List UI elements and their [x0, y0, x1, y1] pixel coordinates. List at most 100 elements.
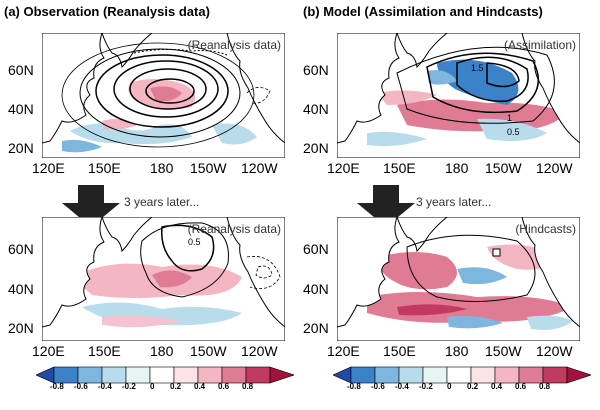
warm-anomaly — [397, 304, 467, 316]
cool-anomaly — [367, 131, 427, 147]
lat-label: 40N — [8, 281, 34, 297]
colorbar-tick-label: 0.8 — [539, 382, 551, 391]
negative-contour — [255, 265, 273, 279]
cool-anomaly — [457, 267, 507, 285]
asia-coast — [336, 216, 400, 328]
lat-label: 60N — [8, 62, 34, 78]
lon-label: 120W — [536, 343, 573, 359]
panel-a-title: (a) Observation (Reanalysis data) — [4, 4, 210, 19]
map-b-bottom-svg — [336, 216, 581, 342]
kamchatka — [396, 32, 449, 69]
colorbar-tick-label: 0.8 — [242, 382, 254, 391]
lon-label: 120E — [32, 160, 65, 176]
colorbar-left — [36, 366, 294, 384]
map-b-bottom: (Hindcasts) — [336, 216, 581, 342]
map-a-bottom: (Reanalysis data) 0.5 — [41, 216, 286, 342]
north-america-coast — [521, 216, 581, 329]
lon-label: 150W — [485, 160, 522, 176]
negative-contour — [246, 87, 271, 104]
colorbar-tick-label: -0.4 — [395, 382, 409, 391]
slp-contours — [140, 222, 229, 298]
asia-coast — [41, 32, 105, 144]
colorbar-tick-label: -0.2 — [122, 382, 136, 391]
lon-label: 180 — [150, 160, 174, 176]
colorbar-right — [333, 366, 591, 384]
map-a-bottom-svg — [41, 216, 286, 342]
warm-anomaly — [150, 86, 182, 102]
cool-anomaly — [527, 315, 573, 330]
colorbar-tick-label: 0 — [150, 382, 155, 391]
colorbar-tick-label: -0.8 — [50, 382, 64, 391]
lat-label: 40N — [303, 281, 329, 297]
colorbar-tick-label: -0.4 — [98, 382, 112, 391]
lon-label: 180 — [445, 343, 469, 359]
map-b-top: (Assimilation) 1.5 1 0.5 — [336, 32, 581, 159]
colorbar-tick-label: 0.6 — [218, 382, 230, 391]
contour-label: 1 — [507, 113, 513, 123]
asia-coast — [336, 32, 400, 144]
panel-a-bottom-tag: (Reanalysis data) — [187, 222, 281, 236]
cool-anomaly — [477, 118, 547, 141]
lon-label: 180 — [445, 160, 469, 176]
lat-label: 40N — [8, 101, 34, 117]
north-america-coast — [521, 32, 581, 145]
lat-label: 40N — [303, 101, 329, 117]
slp-contours — [406, 234, 536, 302]
lon-label: 120W — [241, 343, 278, 359]
colorbar-tick-label: 0.2 — [170, 382, 182, 391]
lat-label: 60N — [8, 241, 34, 257]
lon-label: 120E — [327, 160, 360, 176]
panel-b-title: (b) Model (Assimilation and Hindcasts) — [303, 4, 543, 19]
contour-label: 0.5 — [188, 237, 201, 247]
arrow-label: 3 years later... — [416, 195, 492, 209]
colorbar-tick-label: -0.6 — [74, 382, 88, 391]
lat-label: 20N — [303, 140, 329, 156]
lat-label: 20N — [8, 140, 34, 156]
map-b-top-svg — [336, 32, 581, 159]
warm-anomaly — [102, 315, 182, 328]
lon-label: 150E — [383, 160, 416, 176]
warm-anomaly — [377, 252, 457, 290]
kamchatka — [101, 216, 154, 253]
asia-coast — [41, 216, 105, 328]
down-arrow-icon — [357, 185, 415, 227]
contour-label: 1.5 — [471, 63, 484, 73]
colorbar-tick-label: 0.4 — [194, 382, 206, 391]
lat-label: 60N — [303, 241, 329, 257]
lon-label: 120W — [241, 160, 278, 176]
colorbar-tick-label: 0.2 — [467, 382, 479, 391]
panel-b-bottom-tag: (Hindcasts) — [515, 222, 576, 236]
lat-label: 60N — [303, 62, 329, 78]
colorbar-tick-label: 0.4 — [491, 382, 503, 391]
colorbar-tick-label: -0.6 — [371, 382, 385, 391]
lon-label: 180 — [150, 343, 174, 359]
lon-label: 120E — [32, 343, 65, 359]
lon-label: 150E — [88, 343, 121, 359]
map-a-top: (Reanalysis data) — [41, 32, 286, 159]
cool-anomaly — [427, 70, 457, 85]
contour-label: 0.5 — [507, 127, 520, 137]
lon-label: 150E — [88, 160, 121, 176]
arrow-label: 3 years later... — [124, 195, 200, 209]
lon-label: 120W — [536, 160, 573, 176]
warm-anomaly — [397, 99, 567, 132]
slp-contours — [396, 46, 555, 124]
cool-anomaly — [212, 123, 257, 145]
warm-anomaly — [377, 90, 437, 105]
panel-b-top-tag: (Assimilation) — [503, 38, 576, 52]
cool-anomaly — [62, 139, 102, 153]
lon-label: 150W — [190, 343, 227, 359]
lat-label: 20N — [303, 320, 329, 336]
slp-contours — [61, 42, 255, 148]
lon-label: 150E — [383, 343, 416, 359]
box-marker — [492, 248, 501, 257]
north-america-coast — [226, 216, 286, 329]
aleutian-islands — [133, 48, 228, 56]
lat-label: 20N — [8, 320, 34, 336]
lon-label: 150W — [485, 343, 522, 359]
warm-anomaly — [152, 270, 192, 288]
map-a-top-svg — [41, 32, 286, 159]
lon-label: 120E — [327, 343, 360, 359]
colorbar-tick-label: -0.8 — [347, 382, 361, 391]
colorbar-tick-label: -0.2 — [419, 382, 433, 391]
